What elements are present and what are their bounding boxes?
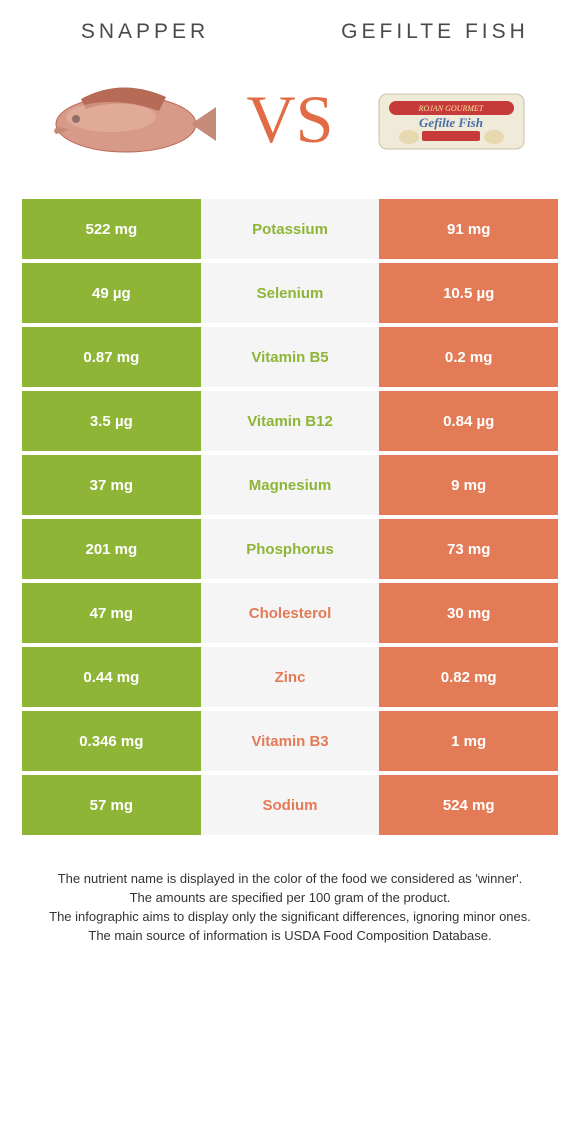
fish-icon (41, 69, 216, 169)
right-value: 91 mg (379, 199, 558, 259)
left-value: 49 µg (22, 263, 201, 323)
nutrient-label: Vitamin B3 (201, 711, 380, 771)
nutrient-row: 57 mgSodium524 mg (22, 775, 558, 835)
nutrient-row: 3.5 µgVitamin B120.84 µg (22, 391, 558, 451)
nutrient-label: Cholesterol (201, 583, 380, 643)
left-food-title: SNAPPER (0, 20, 290, 44)
nutrient-table: 522 mgPotassium91 mg49 µgSelenium10.5 µg… (22, 199, 558, 835)
nutrient-label: Vitamin B12 (201, 391, 380, 451)
nutrient-label: Sodium (201, 775, 380, 835)
nutrient-label: Vitamin B5 (201, 327, 380, 387)
left-value: 47 mg (22, 583, 201, 643)
nutrient-row: 0.87 mgVitamin B50.2 mg (22, 327, 558, 387)
footer-line: The main source of information is USDA F… (28, 927, 552, 946)
right-value: 9 mg (379, 455, 558, 515)
left-value: 201 mg (22, 519, 201, 579)
right-value: 1 mg (379, 711, 558, 771)
left-value: 57 mg (22, 775, 201, 835)
footer-line: The amounts are specified per 100 gram o… (28, 889, 552, 908)
right-value: 0.82 mg (379, 647, 558, 707)
right-value: 0.2 mg (379, 327, 558, 387)
images-row: VS ROJAN GOURMET Gefilte Fish (0, 54, 580, 199)
footer-notes: The nutrient name is displayed in the co… (0, 870, 580, 945)
footer-line: The nutrient name is displayed in the co… (28, 870, 552, 889)
right-food-title: GEFILTE FISH (290, 20, 580, 44)
nutrient-label: Zinc (201, 647, 380, 707)
left-value: 0.346 mg (22, 711, 201, 771)
nutrient-label: Magnesium (201, 455, 380, 515)
gefilte-image: ROJAN GOURMET Gefilte Fish (353, 79, 550, 159)
right-value: 10.5 µg (379, 263, 558, 323)
nutrient-row: 522 mgPotassium91 mg (22, 199, 558, 259)
vs-label: VS (247, 80, 334, 159)
right-value: 524 mg (379, 775, 558, 835)
right-value: 30 mg (379, 583, 558, 643)
nutrient-label: Phosphorus (201, 519, 380, 579)
left-value: 3.5 µg (22, 391, 201, 451)
nutrient-label: Potassium (201, 199, 380, 259)
nutrient-label: Selenium (201, 263, 380, 323)
header: SNAPPER GEFILTE FISH (0, 0, 580, 54)
nutrient-row: 0.346 mgVitamin B31 mg (22, 711, 558, 771)
svg-text:Gefilte Fish: Gefilte Fish (419, 115, 483, 130)
snapper-image (30, 69, 227, 169)
left-value: 0.44 mg (22, 647, 201, 707)
left-value: 0.87 mg (22, 327, 201, 387)
nutrient-row: 49 µgSelenium10.5 µg (22, 263, 558, 323)
right-value: 0.84 µg (379, 391, 558, 451)
svg-text:ROJAN GOURMET: ROJAN GOURMET (418, 104, 484, 113)
nutrient-row: 0.44 mgZinc0.82 mg (22, 647, 558, 707)
package-icon: ROJAN GOURMET Gefilte Fish (374, 79, 529, 159)
left-value: 37 mg (22, 455, 201, 515)
left-value: 522 mg (22, 199, 201, 259)
right-value: 73 mg (379, 519, 558, 579)
nutrient-row: 201 mgPhosphorus73 mg (22, 519, 558, 579)
nutrient-row: 37 mgMagnesium9 mg (22, 455, 558, 515)
nutrient-row: 47 mgCholesterol30 mg (22, 583, 558, 643)
footer-line: The infographic aims to display only the… (28, 908, 552, 927)
